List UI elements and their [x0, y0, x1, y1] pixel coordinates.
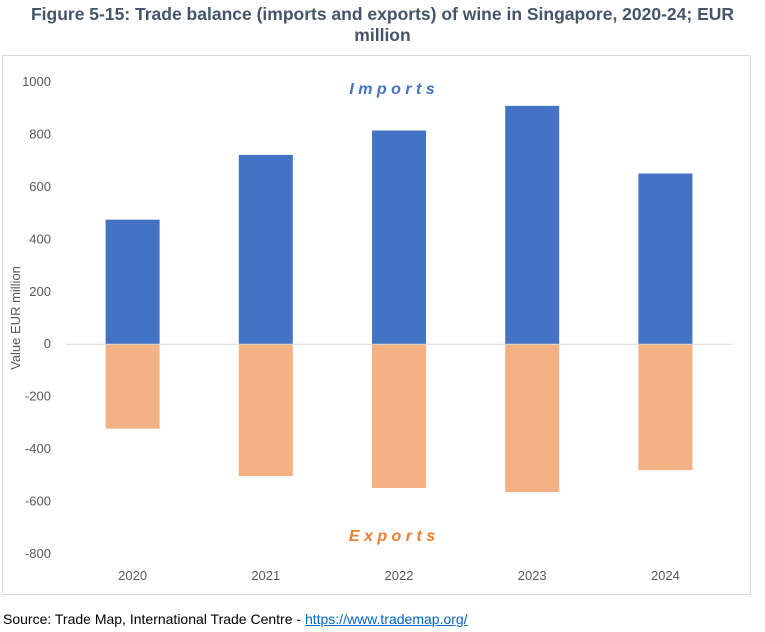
x-tick-label: 2023 — [518, 568, 547, 583]
x-tick-label: 2020 — [118, 568, 147, 583]
x-tick-label: 2021 — [251, 568, 280, 583]
y-tick-label: 800 — [29, 126, 51, 141]
y-tick-label: -200 — [25, 389, 51, 404]
imports-bar-2024 — [638, 173, 693, 345]
exports-bar-2022 — [372, 344, 426, 488]
y-axis-label: Value EUR million — [8, 266, 23, 370]
y-tick-label: 400 — [29, 231, 51, 246]
y-tick-label: -800 — [25, 546, 51, 561]
exports-bar-2020 — [105, 344, 160, 429]
x-tick-label: 2022 — [385, 568, 414, 583]
imports-bar-2023 — [505, 105, 560, 345]
imports-bar-2021 — [238, 154, 293, 345]
exports-bar-2024 — [638, 344, 693, 471]
chart-title-line-2: million — [354, 25, 411, 45]
source-note: Source: Trade Map, International Trade C… — [3, 611, 468, 627]
imports-annotation: I m p o r t s — [349, 81, 434, 98]
imports-bar-2022 — [372, 130, 426, 345]
source-link[interactable]: https://www.trademap.org/ — [304, 611, 468, 627]
y-tick-label: 1000 — [22, 74, 51, 89]
y-tick-label: 200 — [29, 284, 51, 299]
exports-bar-2021 — [238, 344, 293, 477]
y-tick-label: 600 — [29, 179, 51, 194]
trade-balance-chart: 1000 800 600 400 200 0 -200 -400 -600 -800 Value E… — [8, 74, 732, 583]
chart-title-line-1: Figure 5-15: Trade balance (imports and … — [30, 4, 735, 24]
y-tick-label: -400 — [25, 441, 51, 456]
exports-annotation: E x p o r t s — [349, 528, 435, 545]
source-text: Source: Trade Map, International Trade C… — [3, 611, 305, 627]
chart-title: Figure 5-15: Trade balance (imports and … — [0, 4, 765, 46]
imports-bar-2020 — [105, 219, 160, 345]
exports-bar-2023 — [505, 344, 560, 493]
x-tick-label: 2024 — [651, 568, 680, 583]
y-tick-label: 0 — [44, 336, 51, 351]
y-tick-label: -600 — [25, 494, 51, 509]
